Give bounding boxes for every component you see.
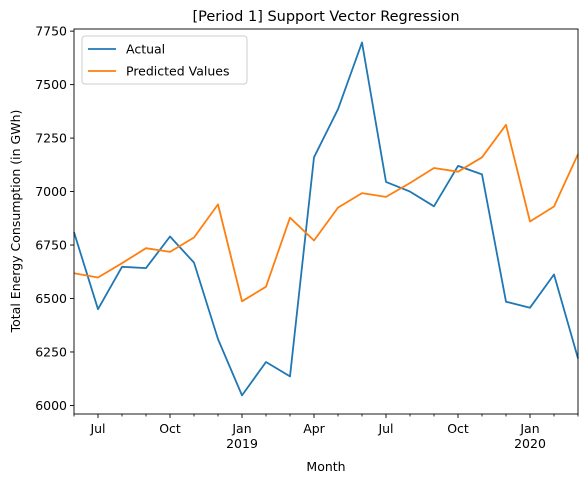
y-tick-label: 7250: [35, 131, 67, 146]
y-tick-label: 6250: [35, 344, 67, 359]
y-axis-label: Total Energy Consumption (in GWh): [8, 110, 23, 334]
y-axis: 6000 6250 6500 6750 7000 7250 7500 7750: [35, 24, 74, 413]
x-tick-label: Jan: [231, 421, 251, 436]
y-tick-label: 6750: [35, 238, 67, 253]
x-axis-label: Month: [306, 459, 345, 474]
y-tick-label: 7500: [35, 77, 67, 92]
y-tick-label: 7750: [35, 24, 67, 39]
x-tick-sublabel: 2019: [226, 436, 258, 451]
series-line-0: [73, 41, 579, 397]
x-tick-label: Apr: [303, 421, 325, 436]
x-tick-label: Oct: [447, 421, 469, 436]
plot-frame: [73, 28, 579, 415]
y-tick-label: 7000: [35, 184, 67, 199]
plot-lines: [73, 41, 579, 397]
x-tick-label: Jul: [377, 421, 393, 436]
y-tick-label: 6500: [35, 291, 67, 306]
legend-label-0: Actual: [126, 42, 165, 57]
x-tick-sublabel: 2020: [514, 436, 546, 451]
x-tick-label: Jan: [519, 421, 539, 436]
legend-label-1: Predicted Values: [126, 64, 230, 79]
x-tick-label: Jul: [89, 421, 105, 436]
series-line-1: [73, 123, 579, 303]
x-tick-label: Oct: [159, 421, 181, 436]
y-tick-label: 6000: [35, 398, 67, 413]
legend: Actual Predicted Values: [81, 35, 248, 85]
legend-box: [81, 35, 248, 85]
chart-title: [Period 1] Support Vector Regression: [192, 9, 459, 25]
